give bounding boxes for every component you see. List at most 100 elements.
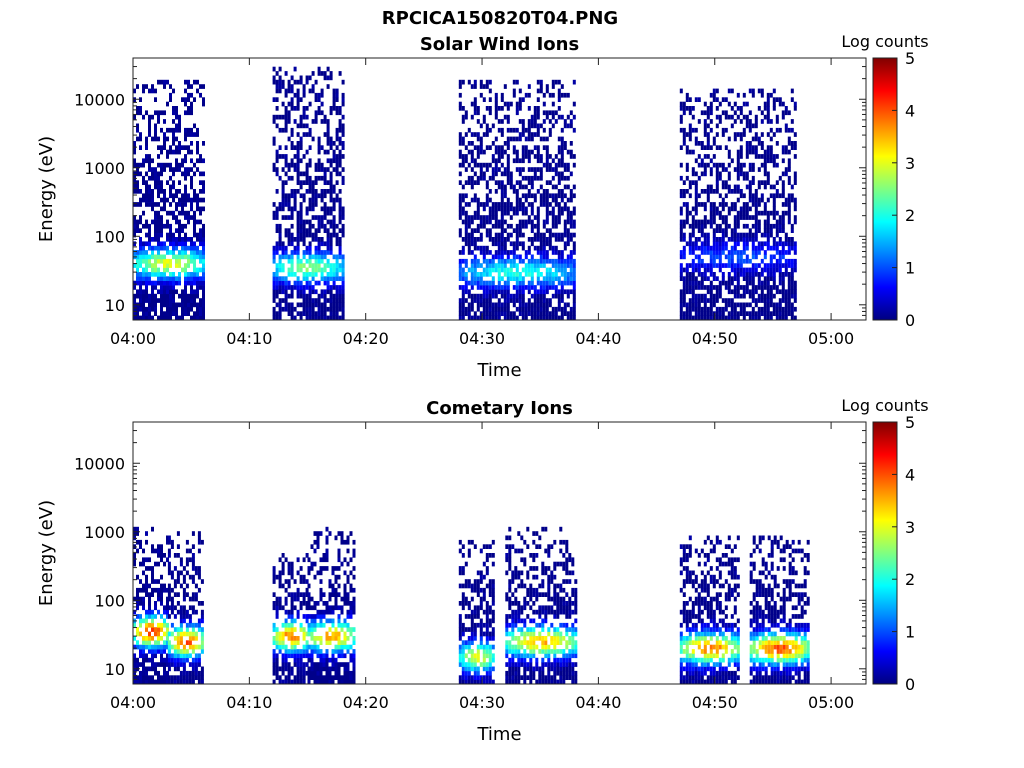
heatmap-cell (343, 592, 347, 597)
heatmap-cell (323, 189, 327, 194)
heatmap-cell (200, 649, 204, 654)
heatmap-cell (139, 258, 142, 264)
heatmap-cell (142, 657, 145, 663)
heatmap-cell (500, 250, 504, 255)
heatmap-cell (293, 306, 297, 312)
heatmap-cell (533, 289, 537, 295)
heatmap-cell (742, 241, 746, 247)
heatmap-cell (461, 302, 465, 308)
heatmap-cell (154, 605, 157, 611)
heatmap-cell (458, 202, 462, 207)
heatmap-cell (757, 280, 761, 286)
heatmap-cell (736, 171, 740, 177)
heatmap-cell (299, 228, 303, 233)
heatmap-cell (530, 180, 534, 185)
heatmap-cell (524, 127, 528, 133)
heatmap-cell (287, 636, 291, 641)
heatmap-cell (715, 298, 719, 303)
heatmap-cell (190, 132, 193, 137)
heatmap-cell (181, 97, 184, 102)
heatmap-cell (296, 189, 300, 194)
heatmap-cell (278, 127, 282, 133)
heatmap-cell (148, 636, 151, 641)
heatmap-cell (569, 276, 573, 281)
x-tick-label: 04:10 (226, 329, 272, 348)
heatmap-cell (554, 197, 558, 203)
heatmap-cell (193, 280, 196, 286)
heatmap-cell (548, 276, 552, 281)
heatmap-cell (793, 215, 797, 220)
heatmap-cell (320, 223, 324, 229)
heatmap-cell (533, 237, 537, 242)
heatmap-cell (473, 158, 477, 164)
heatmap-cell (142, 162, 145, 168)
heatmap-cell (530, 267, 534, 273)
heatmap-cell (184, 154, 187, 159)
heatmap-cell (485, 289, 489, 295)
heatmap-cell (170, 662, 174, 667)
heatmap-cell (473, 298, 477, 303)
heatmap-cell (352, 653, 356, 659)
heatmap-cell (352, 640, 356, 645)
heatmap-cell (290, 132, 294, 137)
heatmap-cell (193, 97, 196, 102)
heatmap-cell (494, 92, 498, 98)
heatmap-cell (317, 136, 321, 142)
heatmap-cell (335, 298, 339, 303)
heatmap-cell (787, 197, 791, 203)
heatmap-cell (136, 640, 139, 645)
heatmap-cell (160, 289, 163, 295)
heatmap-cell (296, 132, 300, 137)
heatmap-cell (464, 145, 468, 150)
heatmap-cell (287, 79, 291, 85)
heatmap-cell (278, 263, 282, 268)
heatmap-cell (473, 254, 477, 260)
heatmap-cell (175, 158, 178, 164)
heatmap-cell (712, 254, 716, 260)
heatmap-cell (326, 219, 330, 225)
heatmap-cell (706, 123, 710, 129)
heatmap-cell (790, 285, 794, 290)
heatmap-cell (166, 180, 169, 185)
heatmap-cell (778, 280, 782, 286)
heatmap-cell (145, 539, 148, 545)
heatmap-cell (200, 627, 204, 632)
heatmap-cell (488, 263, 492, 268)
heatmap-cell (160, 601, 163, 606)
heatmap-cell (178, 119, 181, 124)
heatmap-cell (275, 171, 279, 177)
heatmap-cell (160, 145, 163, 150)
heatmap-cell (572, 241, 576, 247)
heatmap-cell (136, 280, 139, 286)
heatmap-cell (458, 136, 462, 142)
heatmap-cell (766, 149, 770, 155)
heatmap-cell (742, 114, 746, 120)
heatmap-cell (742, 92, 746, 98)
heatmap-cell (302, 636, 306, 641)
heatmap-cell (760, 311, 764, 316)
heatmap-cell (736, 189, 740, 194)
heatmap-cell (679, 223, 683, 229)
heatmap-cell (512, 276, 516, 281)
heatmap-cell (503, 302, 507, 308)
heatmap-cell (518, 276, 522, 281)
heatmap-cell (730, 245, 734, 251)
heatmap-cell (721, 180, 725, 185)
heatmap-cell (335, 306, 339, 312)
heatmap-cell (751, 145, 755, 150)
heatmap-cell (697, 263, 701, 268)
heatmap-cell (190, 184, 193, 190)
heatmap-cell (335, 167, 339, 172)
heatmap-cell (461, 258, 465, 264)
heatmap-cell (548, 132, 552, 137)
heatmap-cell (554, 119, 558, 124)
heatmap-cell (184, 136, 187, 142)
heatmap-cell (142, 276, 145, 281)
heatmap-cell (679, 306, 683, 312)
heatmap-cell (317, 223, 321, 229)
heatmap-cell (563, 167, 567, 172)
heatmap-cell (781, 311, 785, 316)
heatmap-cell (778, 258, 782, 264)
heatmap-cell (509, 293, 513, 299)
heatmap-cell (521, 193, 525, 199)
